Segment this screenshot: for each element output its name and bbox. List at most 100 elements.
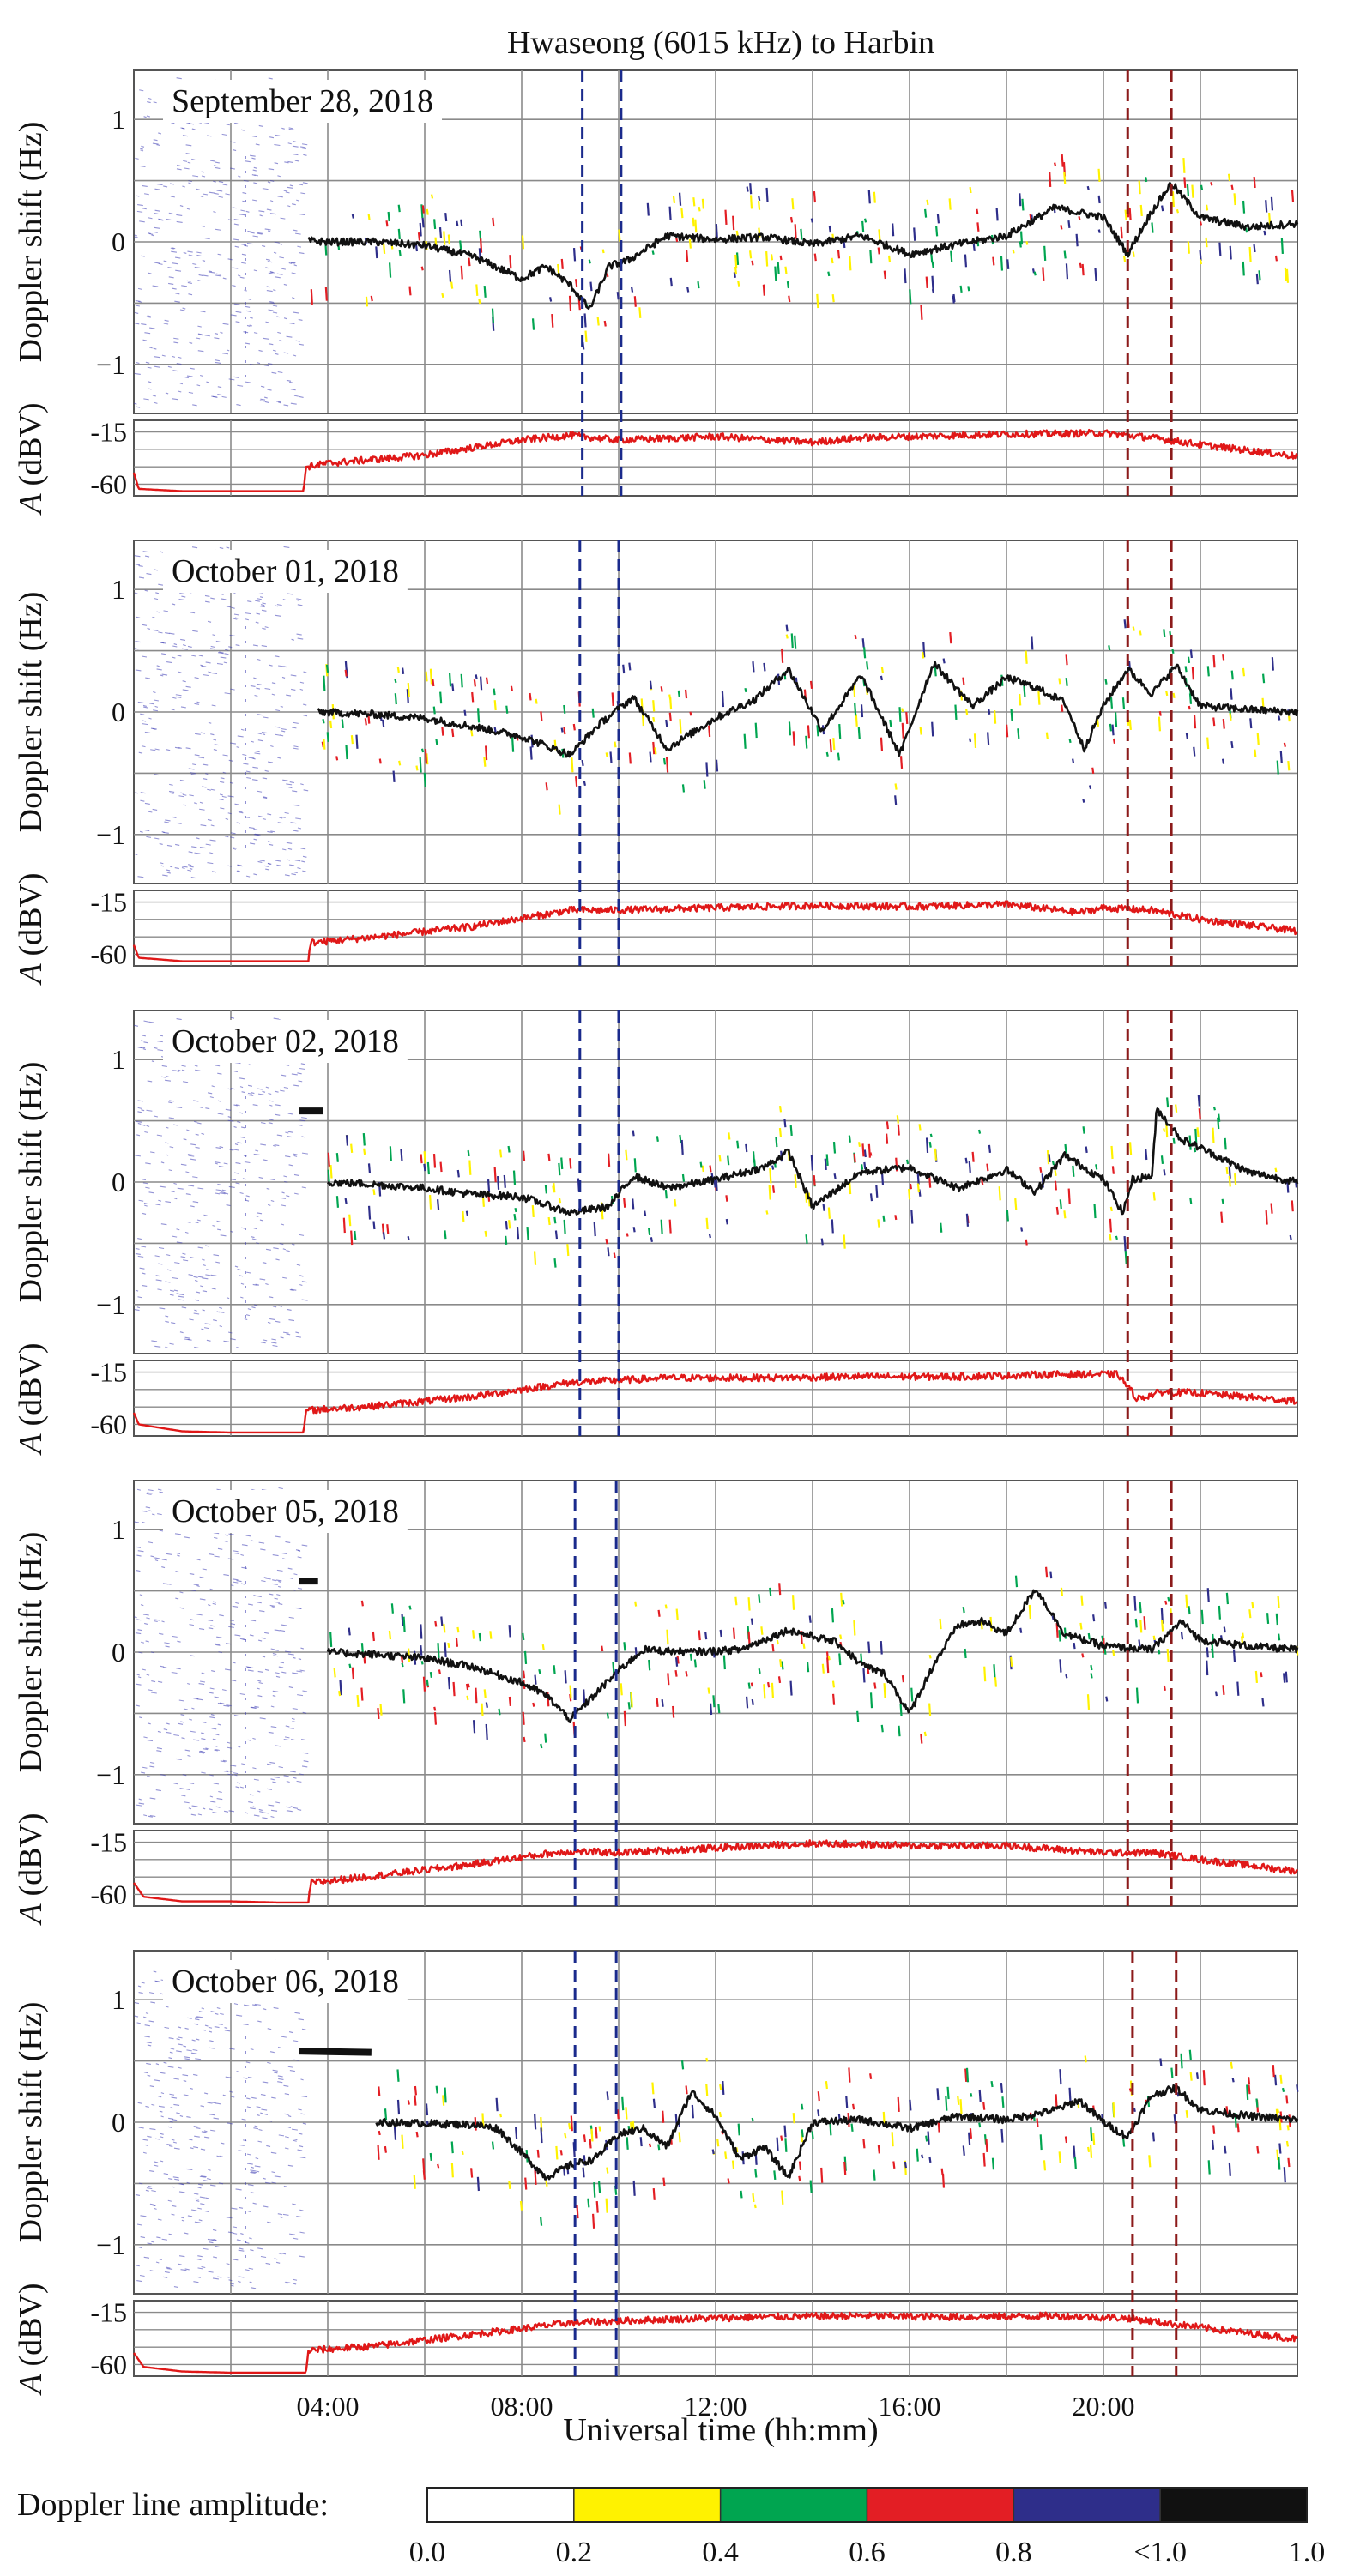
noise-mark xyxy=(138,1199,144,1202)
noise-mark xyxy=(146,115,150,118)
doppler-scatter-mark xyxy=(456,1626,460,1633)
noise-mark xyxy=(161,2238,167,2241)
doppler-scatter-mark xyxy=(733,272,736,278)
noise-mark xyxy=(195,337,201,340)
noise-mark xyxy=(209,271,215,274)
noise-mark xyxy=(274,2175,281,2178)
noise-mark xyxy=(301,1117,307,1119)
noise-mark xyxy=(239,1786,244,1789)
noise-mark xyxy=(142,655,148,658)
doppler-scatter-mark xyxy=(493,1167,497,1183)
noise-mark xyxy=(207,862,214,865)
doppler-scatter-mark xyxy=(1064,1143,1067,1154)
noise-mark xyxy=(217,1113,224,1115)
noise-mark xyxy=(189,1718,193,1721)
noise-mark xyxy=(187,2215,193,2217)
doppler-scatter-mark xyxy=(750,1682,753,1687)
doppler-scatter-mark xyxy=(1212,2125,1216,2134)
noise-mark xyxy=(232,2259,239,2261)
noise-mark xyxy=(156,1134,163,1137)
noise-mark xyxy=(145,361,150,364)
noise-mark xyxy=(149,327,155,329)
noise-mark xyxy=(273,1017,280,1020)
noise-mark xyxy=(285,2281,291,2283)
doppler-scatter-mark xyxy=(402,1616,406,1632)
noise-mark xyxy=(178,2043,183,2046)
doppler-scatter-mark xyxy=(665,719,668,727)
doppler-scatter-mark xyxy=(534,1674,537,1685)
noise-mark xyxy=(217,1723,221,1726)
doppler-amplitude-scatter xyxy=(327,1095,1297,1268)
noise-mark xyxy=(263,797,268,799)
amplitude-tick-label: -15 xyxy=(90,887,127,918)
noise-mark xyxy=(165,1320,169,1323)
doppler-scatter-mark xyxy=(986,1163,989,1172)
doppler-scatter-mark xyxy=(777,261,780,274)
doppler-scatter-mark xyxy=(651,250,655,255)
noise-mark xyxy=(286,1810,293,1813)
doppler-scatter-mark xyxy=(644,1210,647,1217)
doppler-scatter-mark xyxy=(432,706,436,715)
noise-mark xyxy=(252,2202,257,2205)
noise-mark xyxy=(139,1594,143,1596)
noise-mark xyxy=(162,874,168,877)
noise-mark xyxy=(153,1620,158,1623)
doppler-scatter-mark xyxy=(583,313,587,328)
doppler-scatter-mark xyxy=(355,734,359,749)
noise-mark xyxy=(264,626,269,629)
doppler-scatter-mark xyxy=(1055,1206,1059,1215)
noise-mark xyxy=(272,311,278,314)
noise-mark xyxy=(209,2241,214,2244)
doppler-scatter-mark xyxy=(831,1680,836,1688)
noise-mark xyxy=(248,1603,253,1606)
amplitude-axis-label: A (dBV) xyxy=(13,1342,49,1456)
x-axis-label: Universal time (hh:mm) xyxy=(563,2412,878,2448)
noise-mark xyxy=(281,1204,287,1207)
noise-mark xyxy=(293,1573,298,1576)
doppler-scatter-mark xyxy=(1081,1653,1085,1658)
noise-mark xyxy=(157,1730,161,1733)
x-tick-label: 16:00 xyxy=(879,2391,941,2422)
noise-mark xyxy=(279,256,284,259)
noise-mark xyxy=(293,2040,299,2042)
noise-mark xyxy=(138,1802,145,1805)
legend-color-swatch xyxy=(1159,2487,1308,2523)
noise-mark xyxy=(169,1342,174,1345)
noise-mark xyxy=(259,1717,266,1720)
doppler-scatter-mark xyxy=(892,2161,896,2169)
noise-mark xyxy=(151,234,154,237)
doppler-scatter-mark xyxy=(460,219,463,226)
doppler-scatter-mark xyxy=(1261,673,1266,684)
noise-mark xyxy=(295,817,302,820)
noise-mark xyxy=(276,1594,281,1596)
doppler-scatter-mark xyxy=(1160,1620,1164,1632)
noise-mark xyxy=(188,391,194,394)
noise-mark xyxy=(137,1111,142,1113)
noise-mark xyxy=(200,2105,205,2108)
noise-mark xyxy=(287,205,291,208)
amplitude-tick-label: -15 xyxy=(90,1827,127,1858)
doppler-scatter-mark xyxy=(451,683,455,691)
doppler-scatter-mark xyxy=(990,2080,994,2088)
noise-mark xyxy=(233,618,238,620)
doppler-scatter-mark xyxy=(1261,1698,1265,1707)
doppler-scatter-mark xyxy=(1189,649,1193,659)
noise-mark xyxy=(233,1552,240,1555)
noise-mark xyxy=(176,1017,182,1021)
noise-mark xyxy=(171,1671,178,1674)
noise-mark xyxy=(215,1734,220,1736)
doppler-scatter-mark xyxy=(1097,195,1101,204)
noise-mark xyxy=(166,869,171,872)
noise-mark xyxy=(215,2102,221,2105)
noise-mark xyxy=(228,378,235,381)
doppler-scatter-mark xyxy=(1171,649,1175,655)
noise-mark xyxy=(191,846,197,848)
noise-mark xyxy=(272,1344,278,1348)
doppler-scatter-mark xyxy=(487,1179,491,1192)
doppler-scatter-mark xyxy=(869,2073,873,2079)
noise-mark xyxy=(240,1296,244,1299)
doppler-scatter-mark xyxy=(825,751,829,757)
doppler-scatter-mark xyxy=(776,1639,779,1645)
noise-mark xyxy=(239,1191,244,1195)
noise-mark xyxy=(279,1243,284,1246)
